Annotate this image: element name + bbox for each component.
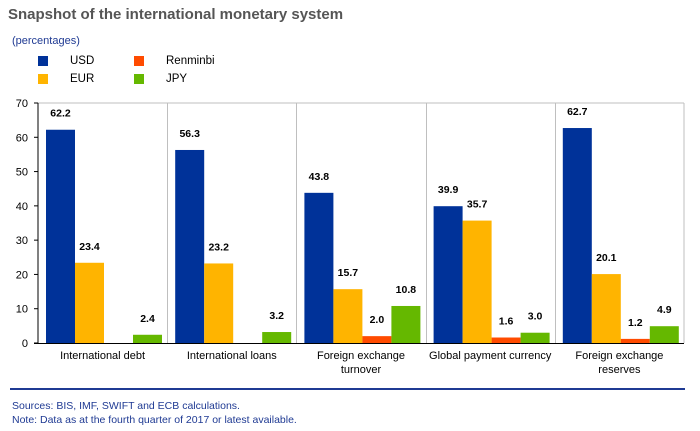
data-label: 56.3 [179, 128, 200, 140]
data-label: 2.4 [140, 313, 155, 325]
bar-eur [591, 274, 621, 343]
y-tick-label: 30 [16, 235, 28, 247]
bar-renminbi [362, 336, 392, 343]
data-label: 3.2 [269, 310, 284, 322]
legend-label-usd: USD [70, 55, 95, 67]
bar-usd [304, 192, 334, 343]
chart-notes: Sources: BIS, IMF, SWIFT and ECB calcula… [12, 399, 297, 427]
bar-usd [175, 149, 205, 343]
data-label: 62.7 [567, 106, 588, 118]
bar-usd [433, 206, 463, 343]
bar-usd [562, 128, 592, 343]
legend-label-jpy: JPY [166, 73, 188, 85]
bar-jpy [520, 332, 550, 343]
data-label: 1.2 [628, 317, 643, 329]
x-category-label: reserves [598, 364, 641, 376]
legend-item-eur: EUR [38, 72, 94, 86]
legend-swatch-eur [38, 74, 48, 84]
data-label: 1.6 [499, 316, 514, 328]
y-tick-label: 60 [16, 132, 28, 144]
y-tick-label: 10 [16, 304, 28, 316]
sources-note: Sources: BIS, IMF, SWIFT and ECB calcula… [12, 400, 240, 412]
chart-legend: USD EUR Renminbi JPY [38, 54, 298, 88]
data-label: 3.0 [528, 311, 543, 323]
bar-jpy [133, 334, 162, 343]
data-label: 62.2 [50, 108, 71, 120]
legend-label-renminbi: Renminbi [166, 55, 215, 67]
y-tick-label: 70 [16, 98, 28, 110]
data-label: 15.7 [338, 267, 359, 279]
x-category-label: Foreign exchange [317, 350, 405, 362]
bar-eur [333, 289, 363, 343]
data-note: Note: Data as at the fourth quarter of 2… [12, 414, 297, 426]
data-label: 39.9 [438, 184, 459, 196]
bar-eur [204, 263, 234, 343]
bar-usd [46, 129, 75, 343]
x-category-label: Global payment currency [429, 350, 552, 362]
legend-item-jpy: JPY [134, 72, 187, 86]
data-label: 4.9 [657, 304, 672, 316]
legend-swatch-jpy [134, 74, 144, 84]
bar-eur [75, 262, 104, 343]
bar-eur [462, 220, 492, 343]
bar-renminbi [491, 337, 521, 343]
bar-renminbi [620, 338, 650, 343]
bar-jpy [649, 326, 679, 343]
x-category-label: International debt [60, 350, 145, 362]
data-label: 2.0 [370, 314, 385, 326]
data-label: 35.7 [467, 199, 488, 211]
x-category-label: turnover [341, 364, 382, 376]
y-tick-label: 20 [16, 269, 28, 281]
y-tick-label: 40 [16, 201, 28, 213]
legend-item-usd: USD [38, 54, 94, 68]
legend-item-renminbi: Renminbi [134, 54, 215, 68]
chart-subtitle: (percentages) [12, 35, 80, 47]
data-label: 20.1 [596, 252, 617, 264]
x-category-label: International loans [187, 350, 277, 362]
x-category-label: Foreign exchange [575, 350, 663, 362]
data-label: 23.4 [79, 241, 100, 253]
data-label: 43.8 [309, 171, 330, 183]
chart-title: Snapshot of the international monetary s… [8, 6, 344, 23]
bar-jpy [391, 305, 421, 343]
data-label: 23.2 [208, 241, 229, 253]
legend-swatch-renminbi [134, 56, 144, 66]
footer-divider [10, 388, 685, 390]
y-tick-label: 50 [16, 167, 28, 179]
bar-jpy [262, 332, 292, 343]
legend-label-eur: EUR [70, 73, 95, 85]
y-tick-label: 0 [22, 338, 28, 350]
data-label: 10.8 [396, 284, 417, 296]
legend-swatch-usd [38, 56, 48, 66]
